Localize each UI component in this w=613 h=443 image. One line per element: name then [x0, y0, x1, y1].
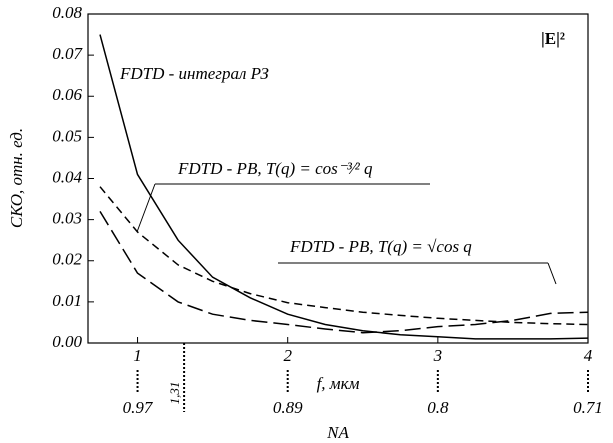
y-tick-label: 0.03	[52, 209, 82, 228]
x2-tick-label: 0.89	[273, 398, 303, 417]
y-tick-label: 0.01	[52, 291, 82, 310]
corner-label: |E|²	[541, 29, 565, 48]
x2-tick-label: 0.97	[123, 398, 154, 417]
x-tick-label: 4	[584, 346, 593, 365]
x2-tick-label: 0.71	[573, 398, 603, 417]
series-label: FDTD - PB, T(q) = cos⁻³⁄² q	[177, 159, 373, 178]
y-tick-label: 0.02	[52, 250, 82, 269]
y-axis-label: СКО, отн. ед.	[7, 128, 26, 228]
x-tick-label: 1	[133, 346, 142, 365]
y-tick-label: 0.00	[52, 332, 82, 351]
y-tick-label: 0.05	[52, 126, 82, 145]
y-tick-label: 0.07	[52, 44, 83, 63]
series-line	[99, 34, 589, 340]
x-tick-label: 3	[433, 346, 443, 365]
series-line	[99, 186, 589, 326]
leader-line	[136, 183, 156, 233]
x2-tick-label: 0.8	[427, 398, 449, 417]
x-axis-label: f, мкм	[317, 374, 360, 393]
y-tick-label: 0.08	[52, 3, 82, 22]
x-tick-label: 2	[283, 346, 292, 365]
leader-line	[547, 262, 557, 285]
y-tick-label: 0.06	[52, 85, 82, 104]
y-tick-label: 0.04	[52, 167, 82, 186]
series-label: FDTD - PB, T(q) = √cos q	[289, 237, 472, 256]
series-line	[99, 211, 589, 334]
x2-tick-label: 1,31	[167, 382, 182, 405]
series-label: FDTD - интеграл РЗ	[119, 64, 269, 83]
x2-axis-label: NA	[326, 423, 349, 442]
